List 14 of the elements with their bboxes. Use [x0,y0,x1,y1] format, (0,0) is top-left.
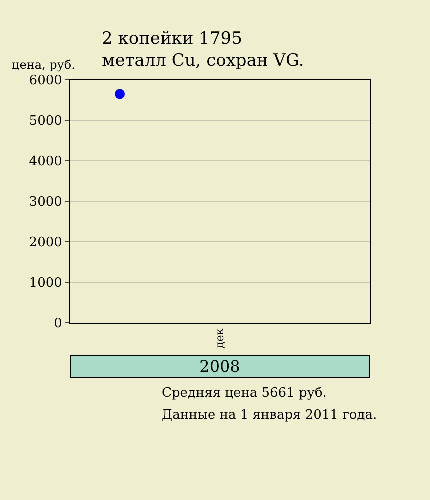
text: Средняя цена 5661 руб. [162,386,327,401]
y-tick-label: 4000 [29,154,62,170]
chart-subtitle: металл Cu, сохран VG. [102,51,304,72]
chart-title: 2 копейки 1795 [102,29,242,49]
text: 2008 [200,357,240,376]
y-tick-label: 0 [54,316,62,332]
y-tick-label: 2000 [29,236,62,251]
y-tick-label: 5000 [29,114,62,130]
x-tick-label: дек [214,328,227,349]
y-tick-label: 1000 [29,276,62,292]
text: Данные на 1 января 2011 года. [162,408,378,423]
y-tick-label: 3000 [29,195,62,210]
y-axis-title: цена, руб. [12,58,76,72]
y-tick-label: 6000 [29,74,62,89]
